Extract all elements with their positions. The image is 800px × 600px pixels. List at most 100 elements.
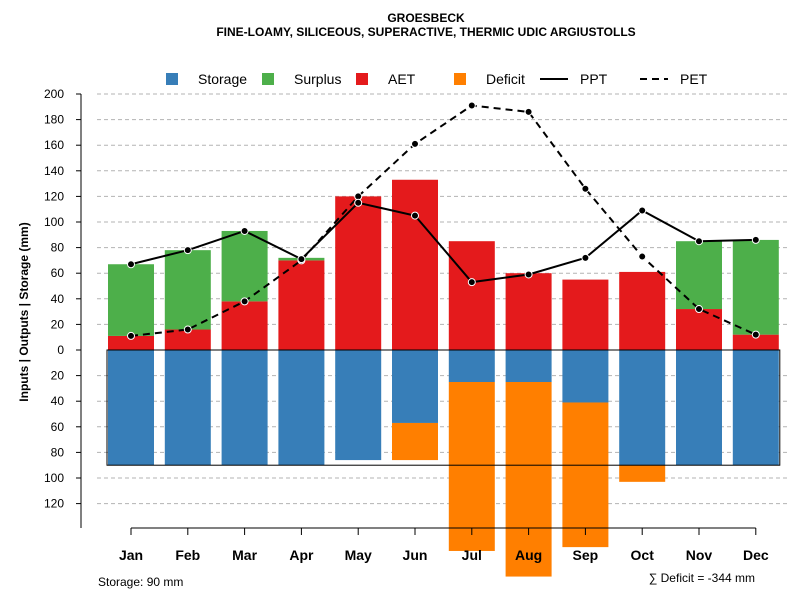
aet-bar bbox=[676, 309, 722, 350]
pet-point bbox=[581, 184, 590, 193]
pet-point bbox=[524, 107, 533, 116]
y-tick-label: 20 bbox=[51, 369, 65, 383]
ppt-point bbox=[638, 206, 647, 215]
lines bbox=[127, 101, 760, 340]
deficit-bar bbox=[448, 382, 495, 551]
aet-bar bbox=[164, 329, 211, 350]
pet-line bbox=[130, 104, 757, 337]
y-tick-label: 60 bbox=[51, 266, 65, 280]
legend-aet-swatch bbox=[356, 73, 368, 85]
surplus-bar bbox=[108, 264, 154, 336]
surplus-bar bbox=[676, 241, 722, 310]
aet-bar bbox=[392, 179, 438, 350]
ppt-point bbox=[751, 235, 760, 244]
y-tick-label: 60 bbox=[51, 420, 65, 434]
aet-bar bbox=[619, 271, 666, 350]
legend-storage-swatch bbox=[166, 73, 178, 85]
y-tick-label: 140 bbox=[44, 164, 64, 178]
storage-bar bbox=[448, 350, 495, 382]
x-tick-label: Apr bbox=[289, 547, 314, 563]
ppt-point bbox=[581, 253, 590, 262]
ppt-point bbox=[524, 270, 533, 279]
pet-point bbox=[695, 305, 703, 314]
deficit-bar bbox=[505, 382, 552, 577]
surplus-bar bbox=[164, 250, 211, 330]
surplus-bar bbox=[221, 230, 268, 302]
chart-title: GROESBECK bbox=[387, 11, 465, 25]
y-tick-label: 100 bbox=[44, 215, 64, 229]
deficit-label: ∑ Deficit = -344 mm bbox=[649, 571, 755, 585]
y-tick-label: 80 bbox=[51, 241, 65, 255]
storage-bar bbox=[108, 350, 154, 466]
storage-bar bbox=[335, 350, 382, 461]
surplus-bar bbox=[732, 239, 779, 335]
pet-point bbox=[751, 330, 760, 339]
y-tick-label: 40 bbox=[51, 394, 65, 408]
storage-bar bbox=[505, 350, 552, 382]
legend-pet-label: PET bbox=[680, 71, 708, 87]
legend-deficit-label: Deficit bbox=[486, 71, 525, 87]
aet-bar bbox=[505, 273, 552, 350]
storage-bar bbox=[676, 350, 722, 466]
storage-bar bbox=[164, 350, 211, 466]
legend-aet-label: AET bbox=[388, 71, 416, 87]
axes: 0 20 40 60 80 100 120 140 160 180 200 20 40 60 80 100 12… bbox=[44, 87, 769, 563]
aet-bar bbox=[562, 279, 609, 350]
x-tick-label: Jan bbox=[119, 547, 143, 563]
legend-storage-label: Storage bbox=[198, 71, 247, 87]
pet-point bbox=[411, 139, 419, 148]
ppt-point bbox=[411, 211, 419, 220]
aet-bar bbox=[448, 241, 495, 350]
aet-bar bbox=[732, 334, 779, 350]
y-tick-label: 20 bbox=[51, 317, 65, 331]
y-tick-label: 160 bbox=[44, 138, 64, 152]
aet-bar bbox=[335, 196, 382, 350]
aet-bar bbox=[108, 335, 154, 350]
pet-point bbox=[638, 252, 647, 261]
pet-point bbox=[467, 101, 476, 110]
ppt-point bbox=[695, 237, 703, 246]
aet-bar bbox=[278, 260, 325, 350]
y-tick-label: 120 bbox=[44, 189, 64, 203]
y-tick-label: 80 bbox=[51, 445, 65, 459]
bars bbox=[106, 179, 781, 577]
ppt-point bbox=[183, 246, 192, 255]
x-tick-label: Sep bbox=[573, 547, 599, 563]
ppt-point bbox=[127, 260, 135, 269]
storage-bar bbox=[732, 350, 779, 466]
x-tick-label: Jun bbox=[403, 547, 428, 563]
pet-point bbox=[127, 331, 135, 340]
storage-bar bbox=[392, 350, 438, 423]
deficit-bar bbox=[392, 422, 438, 461]
deficit-bar bbox=[619, 465, 666, 482]
legend-surplus-swatch bbox=[262, 73, 274, 85]
ppt-point bbox=[467, 278, 476, 287]
storage-bar bbox=[221, 350, 268, 466]
deficit-bar bbox=[562, 402, 609, 548]
x-tick-label: Jul bbox=[462, 547, 482, 563]
x-tick-label: Mar bbox=[232, 547, 257, 563]
storage-bar bbox=[278, 350, 325, 466]
x-tick-label: Feb bbox=[175, 547, 200, 563]
x-tick-label: May bbox=[345, 547, 372, 563]
storage-bar bbox=[562, 350, 609, 403]
y-tick-label: 120 bbox=[44, 497, 64, 511]
storage-label: Storage: 90 mm bbox=[98, 575, 183, 589]
y-tick-label: 40 bbox=[51, 292, 65, 306]
pet-point bbox=[183, 325, 192, 334]
x-tick-label: Aug bbox=[515, 547, 542, 563]
pet-point bbox=[240, 297, 249, 306]
chart-subtitle: FINE-LOAMY, SILICEOUS, SUPERACTIVE, THER… bbox=[216, 25, 635, 39]
ppt-point bbox=[297, 255, 306, 264]
legend-surplus-label: Surplus bbox=[294, 71, 341, 87]
storage-capacity-box bbox=[106, 349, 781, 466]
legend-ppt-label: PPT bbox=[580, 71, 608, 87]
y-tick-label: 180 bbox=[44, 113, 64, 127]
ppt-line bbox=[130, 201, 756, 284]
ppt-point bbox=[354, 198, 363, 207]
legend-deficit-swatch bbox=[454, 73, 466, 85]
x-tick-label: Nov bbox=[686, 547, 713, 563]
x-tick-label: Oct bbox=[631, 547, 655, 563]
x-tick-label: Dec bbox=[743, 547, 769, 563]
